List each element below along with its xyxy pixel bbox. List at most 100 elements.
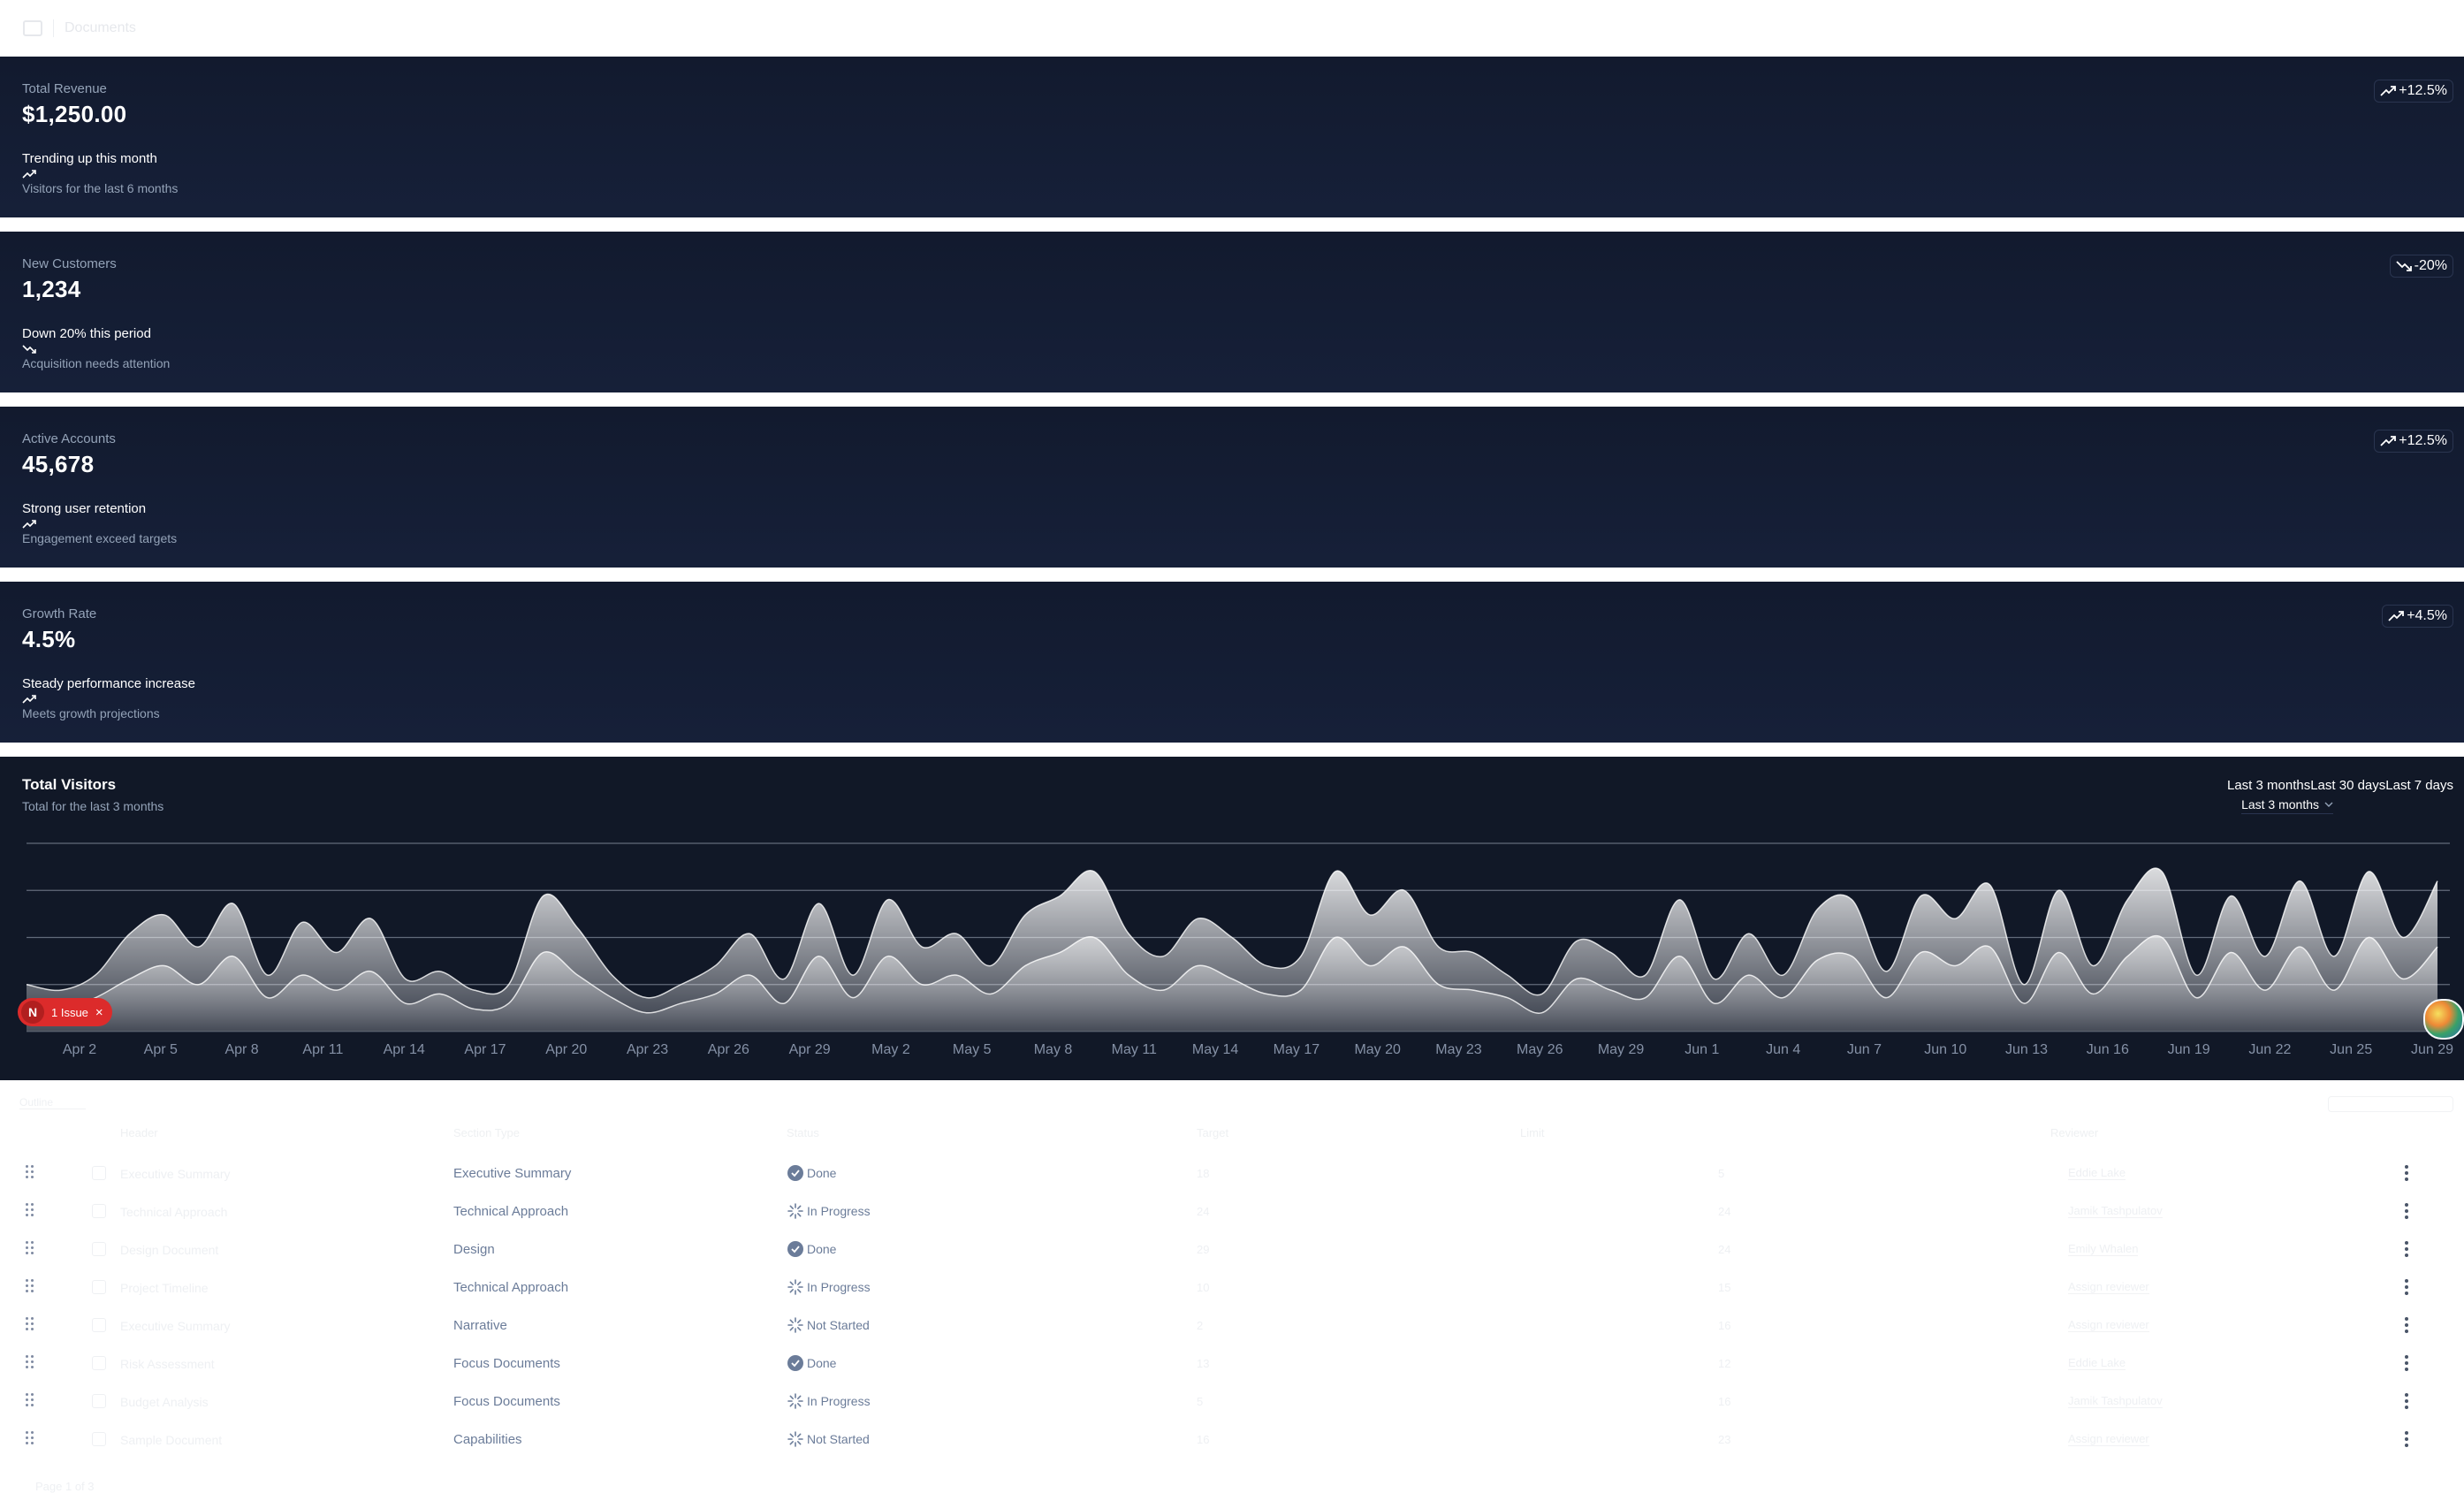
trending-up-icon	[22, 695, 36, 704]
range-option-30-days[interactable]: Last 30 days	[2310, 778, 2386, 793]
limit-input[interactable]: 24	[1718, 1205, 1731, 1218]
trending-up-icon	[2380, 436, 2397, 446]
row-checkbox[interactable]	[92, 1166, 106, 1180]
check-circle-icon	[787, 1355, 803, 1371]
drag-handle-icon[interactable]	[26, 1241, 36, 1257]
target-input[interactable]: 10	[1197, 1281, 1210, 1294]
target-input[interactable]: 13	[1197, 1357, 1210, 1370]
target-input[interactable]: 5	[1197, 1395, 1204, 1408]
row-checkbox[interactable]	[92, 1394, 106, 1408]
drag-handle-icon[interactable]	[26, 1279, 36, 1295]
x-tick-label: May 20	[1354, 1042, 1401, 1057]
x-tick-label: Apr 20	[545, 1042, 587, 1057]
row-checkbox[interactable]	[92, 1280, 106, 1294]
more-vertical-icon[interactable]	[2400, 1391, 2413, 1411]
drag-handle-icon[interactable]	[26, 1203, 36, 1219]
target-input[interactable]: 2	[1197, 1319, 1204, 1332]
loader-icon	[787, 1203, 803, 1219]
status-label: Done	[807, 1356, 837, 1370]
assistant-avatar[interactable]	[2423, 999, 2464, 1040]
row-header-link[interactable]: Risk Assessment	[120, 1357, 215, 1371]
section-type-badge: Executive Summary	[453, 1166, 572, 1181]
drag-handle-icon[interactable]	[26, 1165, 36, 1181]
table-row[interactable]: Budget Analysis Focus Documents In Progres…	[0, 1383, 2464, 1421]
target-input[interactable]: 18	[1197, 1167, 1210, 1180]
limit-input[interactable]: 15	[1718, 1281, 1731, 1294]
reviewer-select[interactable]: Assign reviewer	[2068, 1280, 2149, 1294]
more-vertical-icon[interactable]	[2400, 1353, 2413, 1373]
range-option-7-days[interactable]: Last 7 days	[2385, 778, 2453, 793]
section-type-badge: Focus Documents	[453, 1394, 560, 1409]
reviewer-select[interactable]: Emily Whalen	[2068, 1242, 2139, 1256]
target-input[interactable]: 24	[1197, 1205, 1210, 1218]
row-checkbox[interactable]	[92, 1432, 106, 1446]
range-option-3-months[interactable]: Last 3 months	[2227, 778, 2311, 793]
more-vertical-icon[interactable]	[2400, 1315, 2413, 1335]
table-row[interactable]: Risk Assessment Focus Documents Done 13 12 Ed…	[0, 1345, 2464, 1383]
limit-input[interactable]: 16	[1718, 1395, 1731, 1408]
status-badge: In Progress	[787, 1202, 871, 1220]
tab-outline[interactable]: Outline	[19, 1096, 86, 1109]
chevron-down-icon	[2324, 802, 2333, 807]
table-row[interactable]: Executive Summary Narrative Not Started 2 16…	[0, 1307, 2464, 1345]
close-icon[interactable]: ×	[95, 1004, 103, 1020]
table-row[interactable]: Sample Document Capabilities Not Started 16…	[0, 1421, 2464, 1459]
row-header-link[interactable]: Project Timeline	[120, 1281, 209, 1295]
loader-icon	[787, 1393, 803, 1409]
row-header-link[interactable]: Sample Document	[120, 1433, 223, 1447]
more-vertical-icon[interactable]	[2400, 1201, 2413, 1221]
x-tick-label: Jun 16	[2087, 1042, 2129, 1057]
range-select[interactable]: Last 3 months	[2241, 797, 2333, 814]
reviewer-select[interactable]: Jamik Tashpulatov	[2068, 1394, 2163, 1408]
row-checkbox[interactable]	[92, 1242, 106, 1256]
more-vertical-icon[interactable]	[2400, 1429, 2413, 1449]
row-header-link[interactable]: Technical Approach	[120, 1205, 228, 1219]
card-trend-text: Steady performance increase	[22, 676, 195, 691]
target-input[interactable]: 29	[1197, 1243, 1210, 1256]
row-checkbox[interactable]	[92, 1356, 106, 1370]
drag-handle-icon[interactable]	[26, 1355, 36, 1371]
column-header: Header	[120, 1126, 158, 1139]
more-vertical-icon[interactable]	[2400, 1277, 2413, 1297]
table-row[interactable]: Project Timeline Technical Approach In Pro…	[0, 1269, 2464, 1307]
limit-input[interactable]: 16	[1718, 1319, 1731, 1332]
stat-card-revenue: Total Revenue $1,250.00 Trending up this…	[0, 57, 2464, 217]
target-input[interactable]: 16	[1197, 1433, 1210, 1446]
reviewer-select[interactable]: Assign reviewer	[2068, 1318, 2149, 1332]
row-header-link[interactable]: Executive Summary	[120, 1319, 231, 1333]
reviewer-select[interactable]: Jamik Tashpulatov	[2068, 1204, 2163, 1218]
issue-indicator[interactable]: N 1 Issue ×	[18, 998, 112, 1026]
table-row[interactable]: Design Document Design Done 29 24 Emily Whale…	[0, 1231, 2464, 1269]
drag-handle-icon[interactable]	[26, 1393, 36, 1409]
table-row[interactable]: Executive Summary Executive Summary Done 18…	[0, 1154, 2464, 1192]
more-vertical-icon[interactable]	[2400, 1163, 2413, 1183]
card-value: 1,234	[22, 276, 81, 302]
limit-input[interactable]: 5	[1718, 1167, 1725, 1180]
row-header-link[interactable]: Budget Analysis	[120, 1395, 209, 1409]
row-checkbox[interactable]	[92, 1204, 106, 1218]
documents-table: Outline Header Section Type Status Targe…	[0, 1080, 2464, 1493]
reviewer-select[interactable]: Eddie Lake	[2068, 1166, 2126, 1180]
reviewer-select[interactable]: Eddie Lake	[2068, 1356, 2126, 1370]
sidebar-toggle-icon[interactable]	[23, 20, 42, 36]
limit-input[interactable]: 12	[1718, 1357, 1731, 1370]
status-badge: Not Started	[787, 1430, 870, 1448]
customize-columns-button[interactable]	[2328, 1096, 2453, 1112]
x-tick-label: May 8	[1034, 1042, 1073, 1057]
visitors-area-chart: Apr 2 Apr 5 Apr 8 Apr 11 Apr 14 Apr 17 Apr 20 A…	[26, 842, 2453, 1057]
x-tick-label: Jun 13	[2005, 1042, 2048, 1057]
row-header-link[interactable]: Design Document	[120, 1243, 219, 1257]
more-vertical-icon[interactable]	[2400, 1239, 2413, 1259]
table-row[interactable]: Technical Approach Technical Approach In P…	[0, 1192, 2464, 1231]
drag-handle-icon[interactable]	[26, 1431, 36, 1447]
row-header-link[interactable]: Executive Summary	[120, 1167, 231, 1181]
status-label: Not Started	[807, 1318, 870, 1332]
row-checkbox[interactable]	[92, 1318, 106, 1332]
limit-input[interactable]: 24	[1718, 1243, 1731, 1256]
reviewer-select[interactable]: Assign reviewer	[2068, 1432, 2149, 1446]
x-tick-label: Apr 29	[789, 1042, 831, 1057]
drag-handle-icon[interactable]	[26, 1317, 36, 1333]
limit-input[interactable]: 23	[1718, 1433, 1731, 1446]
trend-badge: -20%	[2389, 255, 2453, 278]
trend-badge: +4.5%	[2382, 605, 2453, 628]
